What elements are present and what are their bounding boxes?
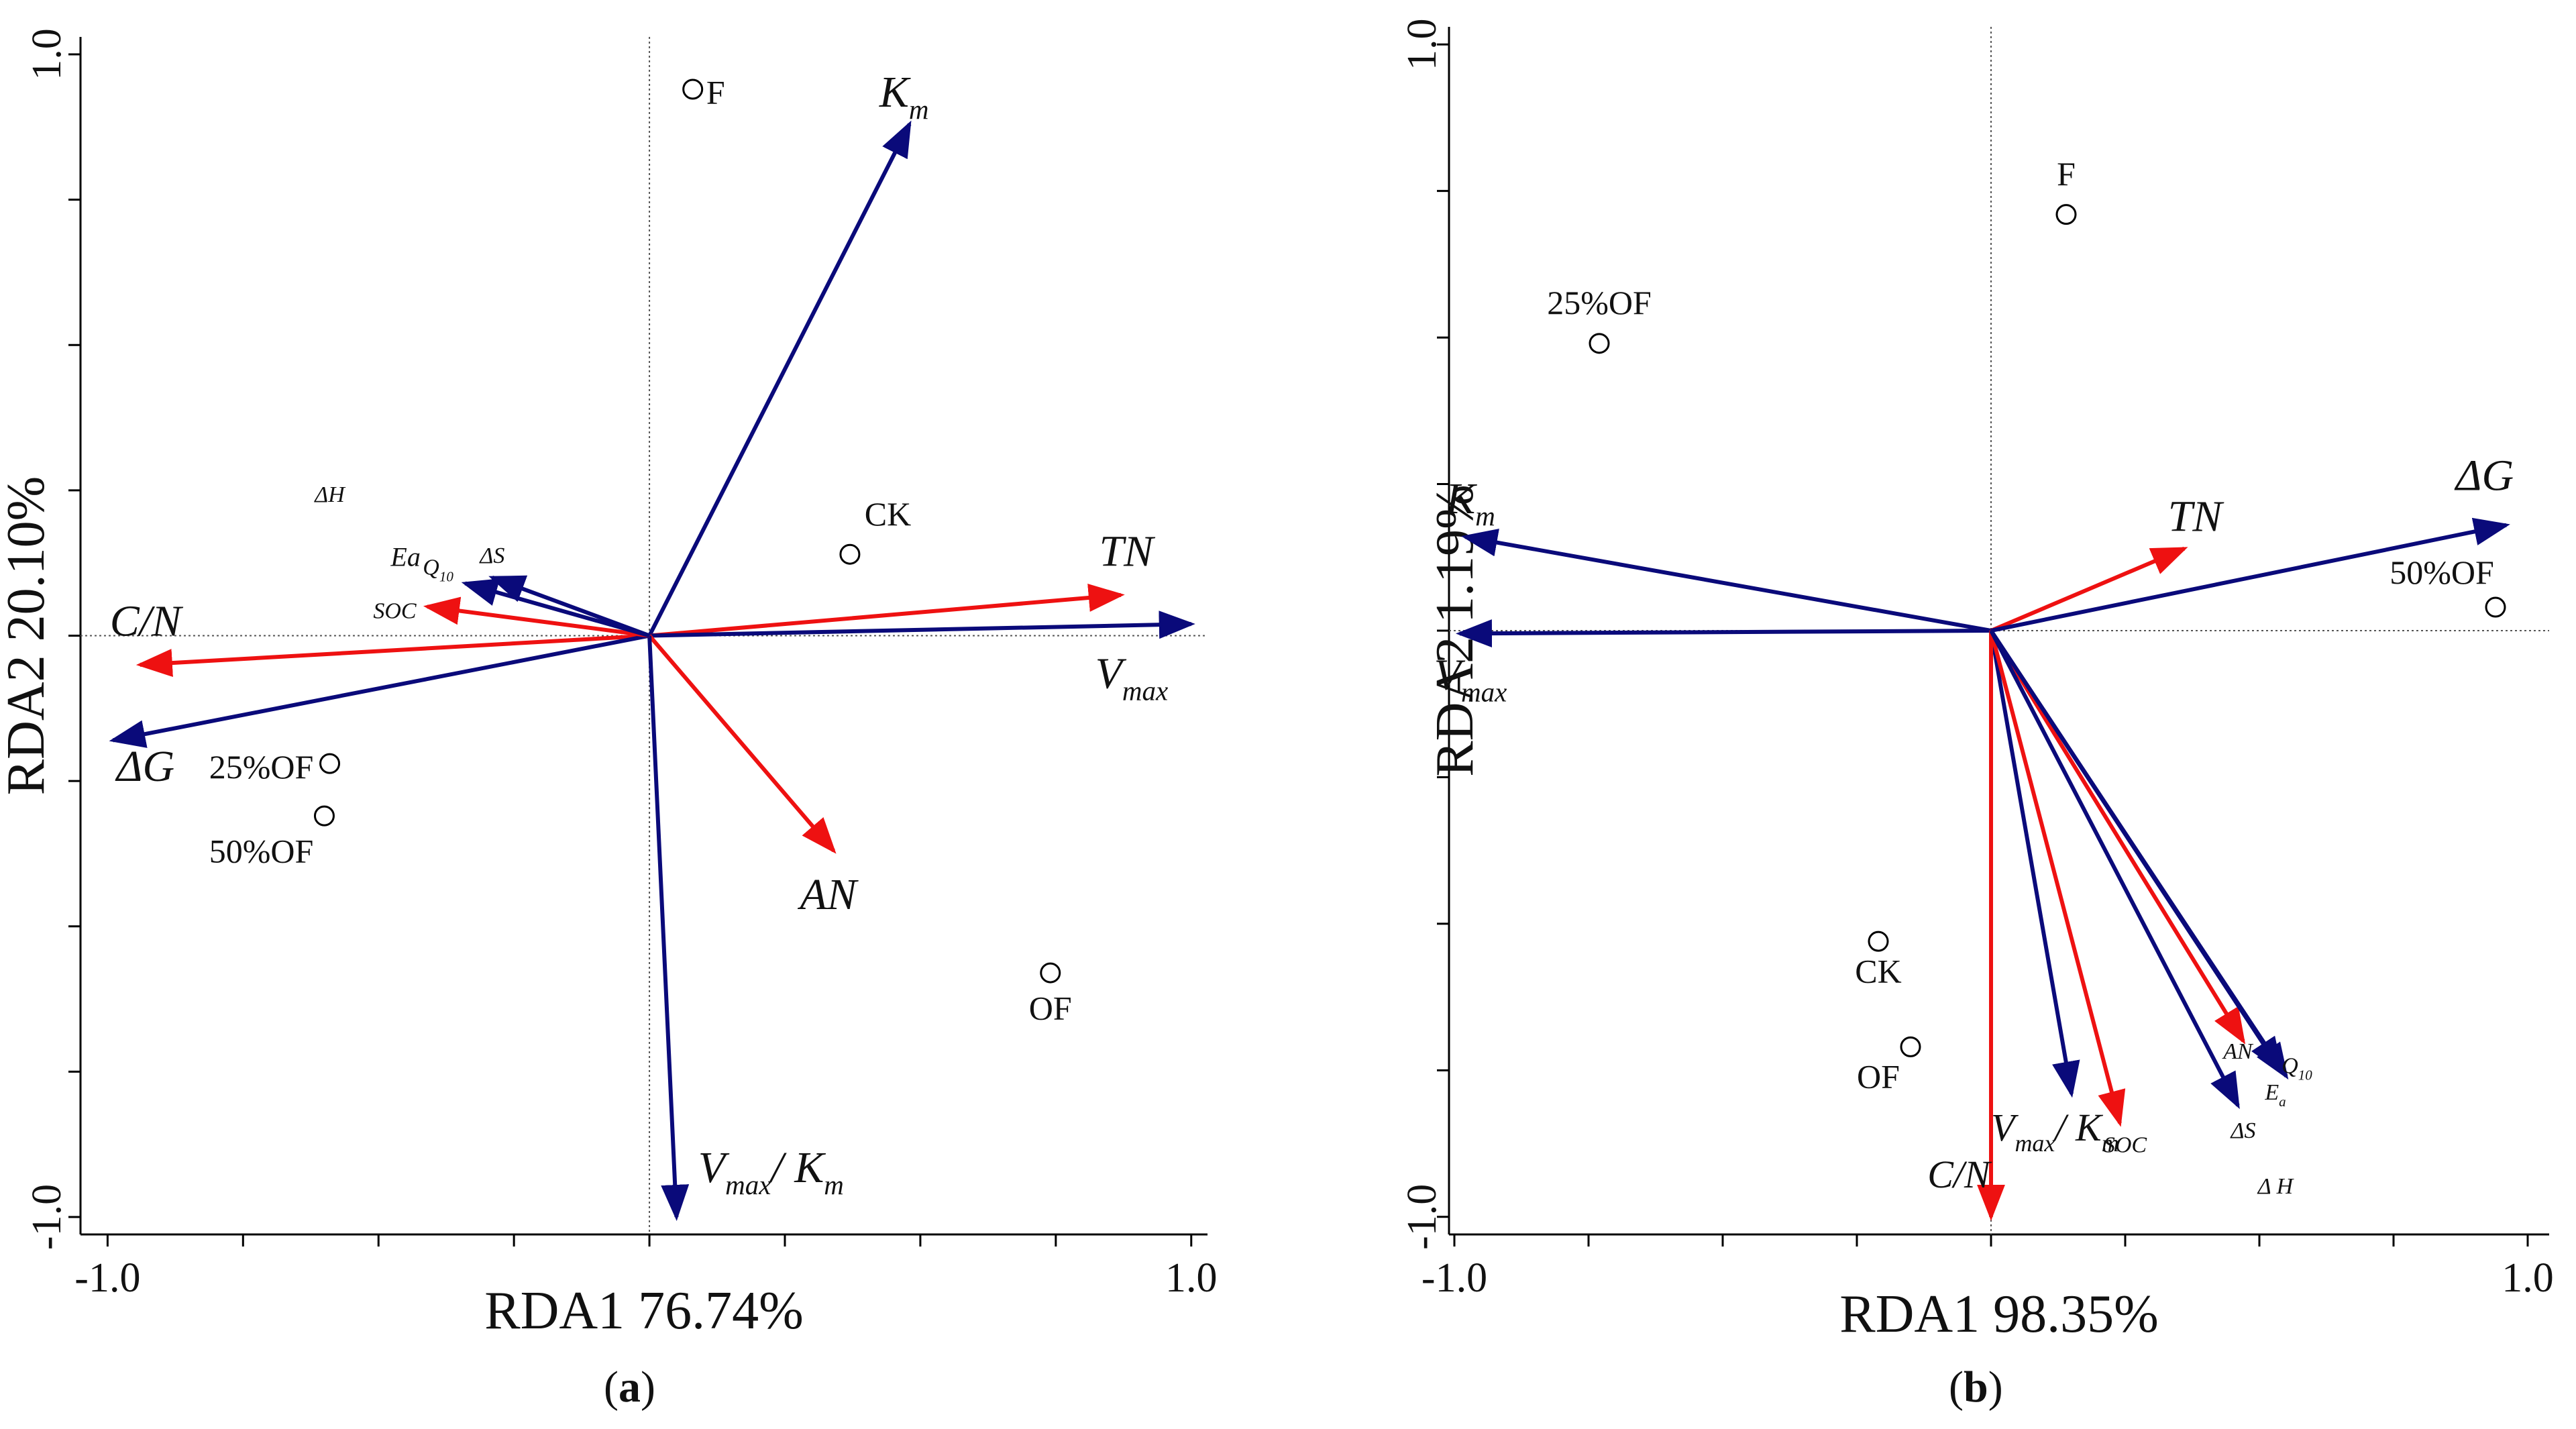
panel-a-letter: a — [618, 1363, 641, 1412]
panel-b-label: (b) — [1949, 1363, 2003, 1412]
panel-a-y-tick-label-max: 1.0 — [24, 28, 70, 81]
panel-b-label-Km: Km — [1445, 474, 1495, 531]
panel-b-y-tick-label-max: 1.0 — [1399, 18, 1445, 70]
panel-b-label-dH: Δ H — [2257, 1174, 2295, 1199]
panel-a-x-axis-label: RDA1 76.74% — [484, 1281, 804, 1340]
panel-a-arrow-dG — [109, 633, 650, 748]
panel-b-arrow-Ea — [1989, 629, 2284, 1074]
panel-b-arrow-dG — [1990, 517, 2510, 633]
panel-b-site-label-F: F — [2057, 155, 2076, 193]
panel-b-x-tick-label-max: 1.0 — [2502, 1255, 2554, 1301]
panel-a-arrow-AN — [647, 634, 837, 854]
panel-b-letter: b — [1963, 1363, 1988, 1412]
panel-a-label-dH: ΔH — [313, 482, 346, 507]
panel-a-site-label-25OF: 25%OF — [209, 748, 314, 786]
panel-a-x-tick-label-max: 1.0 — [1165, 1255, 1218, 1301]
panel-b-label-SOC: SOC — [2104, 1133, 2147, 1158]
panel-b-site-label-50OF: 50%OF — [2390, 553, 2494, 591]
panel-a-arrow-dS — [488, 575, 651, 638]
panel-b-site-50OF — [2485, 596, 2506, 618]
panel-a-label: (a) — [604, 1363, 655, 1412]
panel-b-label-AN: AN — [2222, 1039, 2254, 1064]
panel-a-site-50OF — [313, 805, 335, 827]
panel-b-label-VmaxKm: Vmax/ Km — [1991, 1106, 2119, 1157]
panel-a-label-TN: TN — [1099, 527, 1156, 576]
panel-b-site-F — [2055, 204, 2077, 225]
panel-a-label-Q10: Q10 — [423, 555, 453, 585]
panel-a-site-F — [682, 78, 704, 100]
panel-a-site-CK — [839, 543, 861, 565]
panel-b-site-label-OF: OF — [1857, 1058, 1900, 1096]
panel-b-label-TN: TN — [2168, 492, 2225, 541]
panel-a-site-label-OF: OF — [1029, 989, 1072, 1026]
panel-b-arrow-AN — [1989, 629, 2246, 1045]
panel-b-x-axis-label: RDA1 98.35% — [1839, 1285, 2159, 1344]
panel-b-label-Vmax: Vmax — [1434, 650, 1507, 707]
panel-a-arrow-Km — [647, 120, 912, 637]
panel-a-arrow-VmaxKm — [647, 635, 690, 1221]
panel-a-site-25OF — [319, 753, 341, 774]
panel-a-site-label-CK: CK — [865, 495, 911, 533]
panel-a-label-Vmax: Vmax — [1095, 649, 1169, 706]
panel-b-arrow-TN — [1990, 546, 2188, 633]
panel-b-label-dG: ΔG — [2454, 451, 2514, 500]
panel-b-site-OF — [1900, 1036, 1921, 1057]
panel-a-arrow-CN — [136, 633, 650, 678]
panel-b-y-tick-label-min: -1.0 — [1399, 1184, 1445, 1250]
panel-b-x-tick-label-min: -1.0 — [1421, 1255, 1487, 1301]
panel-a-label-Km: Km — [879, 68, 929, 125]
panel-a-plot: -1.0 1.0 1.0 -1.0 RDA1 76.74% RDA2 20.10% Km TN… — [0, 28, 1218, 1340]
panel-a-label-Ea: Ea — [390, 542, 420, 572]
panel-b-label-CN: C/N — [1927, 1153, 1992, 1196]
panel-b-arrow-Vmax — [1456, 619, 1992, 648]
panel-a-label-VmaxKm: Vmax/ Km — [698, 1143, 844, 1200]
panel-a-arrow-SOC — [423, 596, 650, 638]
panel-b-arrow-Km — [1461, 528, 1992, 633]
panel-a-site-OF — [1040, 962, 1061, 984]
panel-a-label-dG: ΔG — [115, 742, 174, 791]
panel-a-x-tick-label-min: -1.0 — [74, 1255, 140, 1301]
panel-a-y-axis-label: RDA2 20.10% — [0, 476, 56, 796]
panel-b-arrow-SOC — [1989, 630, 2126, 1127]
panel-a-arrow-Q10 — [461, 578, 650, 638]
panel-a-label-CN: C/N — [110, 597, 184, 646]
panel-b-arrow-dS — [1989, 629, 2240, 1110]
panel-a-label-AN: AN — [797, 870, 859, 919]
panel-b-site-label-CK: CK — [1855, 952, 1901, 990]
panel-a-label-SOC: SOC — [373, 599, 417, 624]
panel-a-label-dS: ΔS — [478, 543, 504, 568]
panel-a-y-tick-label-min: -1.0 — [24, 1184, 70, 1250]
panel-a-site-label-F: F — [706, 74, 725, 111]
panel-a-arrow-TN — [649, 584, 1125, 638]
panel-b-arrow-VmaxKm — [1989, 630, 2080, 1098]
panel-b-label-dS: ΔS — [2230, 1118, 2256, 1143]
panel-a-site-label-50OF: 50%OF — [209, 832, 314, 869]
panel-b-site-25OF — [1589, 333, 1610, 354]
panel-b-site-label-25OF: 25%OF — [1547, 284, 1652, 321]
panel-b-label-Q10: Q10 — [2282, 1054, 2312, 1083]
panel-b-label-Ea: Ea — [2264, 1080, 2286, 1110]
panel-b-site-CK — [1868, 931, 1889, 952]
panel-a-arrow-Vmax — [649, 611, 1195, 639]
